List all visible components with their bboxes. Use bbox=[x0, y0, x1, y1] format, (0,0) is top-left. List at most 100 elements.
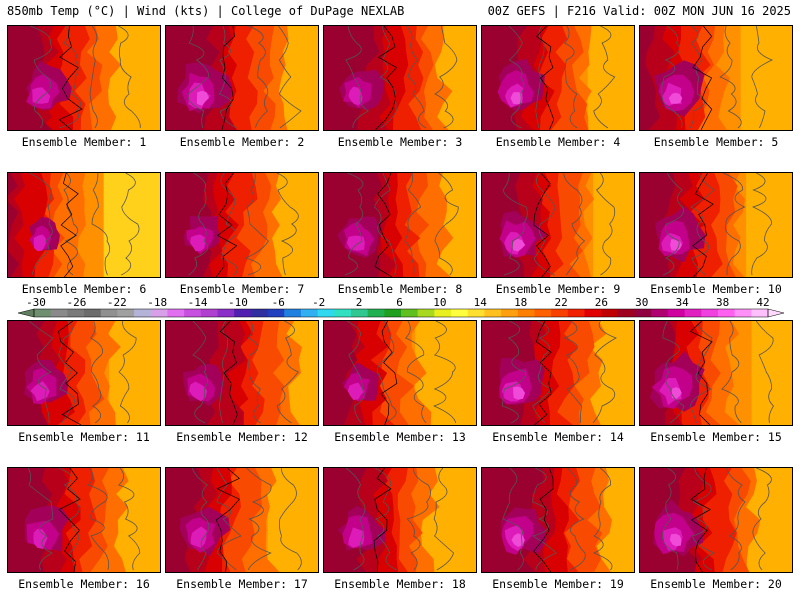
colorbar-swatch bbox=[584, 309, 602, 317]
colorbar-swatch bbox=[601, 309, 619, 317]
colorbar-swatch bbox=[67, 309, 85, 317]
map-title: 850mb Temp (°C) | Wind (kts) | College o… bbox=[7, 4, 405, 18]
ensemble-member-map bbox=[481, 172, 635, 278]
colorbar-graphic: -30 -26 -22 -18 -14 -10 -6 -2 2 6 10 14 18 22 26 30 34 38… bbox=[17, 296, 785, 318]
ensemble-member-label: Ensemble Member: 7 bbox=[179, 282, 305, 296]
ensemble-member-label: Ensemble Member: 18 bbox=[334, 577, 466, 591]
temperature-field bbox=[482, 173, 634, 277]
temperature-field bbox=[8, 173, 160, 277]
ensemble-member-map bbox=[481, 467, 635, 573]
temperature-field bbox=[8, 26, 160, 130]
ensemble-member-map bbox=[323, 172, 477, 278]
colorbar-tick-label: -26 bbox=[66, 296, 86, 309]
temperature-field bbox=[166, 468, 318, 572]
ensemble-member-map bbox=[323, 320, 477, 426]
ensemble-member-label: Ensemble Member: 8 bbox=[337, 282, 463, 296]
colorbar-tick-label: -14 bbox=[188, 296, 208, 309]
ensemble-member-label: Ensemble Member: 19 bbox=[492, 577, 624, 591]
colorbar-swatch bbox=[434, 309, 452, 317]
ensemble-member-map bbox=[165, 467, 319, 573]
ensemble-member-label: Ensemble Member: 3 bbox=[337, 135, 463, 149]
colorbar-tick-label: 2 bbox=[356, 296, 363, 309]
colorbar-swatch bbox=[267, 309, 285, 317]
temperature-field bbox=[324, 468, 476, 572]
ensemble-member-label: Ensemble Member: 15 bbox=[650, 430, 782, 444]
ensemble-member-label: Ensemble Member: 11 bbox=[18, 430, 150, 444]
ensemble-member-map bbox=[639, 172, 793, 278]
ensemble-member-map bbox=[323, 467, 477, 573]
temperature-field bbox=[8, 468, 160, 572]
colorbar-tick-label: 42 bbox=[756, 296, 769, 309]
ensemble-member-label: Ensemble Member: 20 bbox=[650, 577, 782, 591]
ensemble-member-label: Ensemble Member: 14 bbox=[492, 430, 624, 444]
colorbar-high-arrow bbox=[767, 308, 785, 318]
colorbar-tick-label: -30 bbox=[26, 296, 46, 309]
ensemble-member-map bbox=[165, 172, 319, 278]
ensemble-member-map bbox=[481, 25, 635, 131]
colorbar-swatch bbox=[567, 309, 585, 317]
temperature-field bbox=[8, 321, 160, 425]
colorbar-swatch bbox=[751, 309, 769, 317]
colorbar-swatch bbox=[300, 309, 319, 317]
ensemble-member-label: Ensemble Member: 17 bbox=[176, 577, 308, 591]
colorbar-swatch bbox=[401, 309, 419, 317]
colorbar-swatch bbox=[501, 309, 519, 317]
ensemble-member-map bbox=[639, 320, 793, 426]
colorbar-tick-label: -2 bbox=[312, 296, 325, 309]
ensemble-member-label: Ensemble Member: 4 bbox=[495, 135, 621, 149]
colorbar-swatch bbox=[701, 309, 719, 317]
model-run-valid-time: 00Z GEFS | F216 Valid: 00Z MON JUN 16 20… bbox=[487, 4, 791, 18]
ensemble-member-label: Ensemble Member: 6 bbox=[21, 282, 147, 296]
colorbar-swatch bbox=[34, 309, 52, 317]
temperature-field bbox=[482, 468, 634, 572]
ensemble-member-map bbox=[7, 25, 161, 131]
temperature-colorbar: -30 -26 -22 -18 -14 -10 -6 -2 2 6 10 14 18 22 26 30 34 38… bbox=[0, 296, 800, 320]
colorbar-tick-label: -22 bbox=[107, 296, 127, 309]
temperature-field bbox=[482, 321, 634, 425]
ensemble-member-label: Ensemble Member: 13 bbox=[334, 430, 466, 444]
colorbar-swatch bbox=[184, 309, 202, 317]
colorbar-tick-label: 30 bbox=[635, 296, 648, 309]
colorbar-tick-label: 14 bbox=[474, 296, 488, 309]
colorbar-tick-label: 38 bbox=[716, 296, 729, 309]
ensemble-member-label: Ensemble Member: 10 bbox=[650, 282, 782, 296]
temperature-field bbox=[166, 173, 318, 277]
colorbar-swatch bbox=[384, 309, 402, 317]
ensemble-member-label: Ensemble Member: 16 bbox=[18, 577, 150, 591]
temperature-field bbox=[640, 26, 792, 130]
colorbar-tick-label: -18 bbox=[147, 296, 167, 309]
temperature-field bbox=[166, 26, 318, 130]
ensemble-member-map bbox=[7, 467, 161, 573]
colorbar-swatch bbox=[100, 309, 118, 317]
temperature-field bbox=[324, 321, 476, 425]
colorbar-swatch bbox=[117, 309, 135, 317]
colorbar-swatch bbox=[684, 309, 702, 317]
temperature-field bbox=[640, 321, 792, 425]
ensemble-member-label: Ensemble Member: 2 bbox=[179, 135, 305, 149]
colorbar-tick-label: 26 bbox=[595, 296, 608, 309]
ensemble-member-label: Ensemble Member: 9 bbox=[495, 282, 621, 296]
colorbar-swatch bbox=[451, 309, 469, 317]
temperature-field bbox=[482, 26, 634, 130]
colorbar-swatch bbox=[234, 309, 252, 317]
temperature-field bbox=[640, 173, 792, 277]
colorbar-swatch bbox=[250, 309, 269, 317]
colorbar-tick-label: -6 bbox=[272, 296, 285, 309]
colorbar-swatch bbox=[467, 309, 485, 317]
temperature-field bbox=[324, 26, 476, 130]
ensemble-member-label: Ensemble Member: 5 bbox=[653, 135, 779, 149]
colorbar-swatch bbox=[350, 309, 369, 317]
ensemble-member-label: Ensemble Member: 1 bbox=[21, 135, 147, 149]
colorbar-swatch bbox=[534, 309, 552, 317]
colorbar-swatch bbox=[734, 309, 752, 317]
ensemble-member-map bbox=[7, 172, 161, 278]
colorbar-swatch bbox=[50, 309, 68, 317]
colorbar-swatch bbox=[317, 309, 335, 317]
colorbar-swatch bbox=[217, 309, 235, 317]
colorbar-swatch bbox=[84, 309, 102, 317]
ensemble-member-map bbox=[323, 25, 477, 131]
ensemble-member-map bbox=[639, 467, 793, 573]
colorbar-swatch bbox=[484, 309, 502, 317]
ensemble-member-map bbox=[481, 320, 635, 426]
colorbar-swatch bbox=[517, 309, 535, 317]
